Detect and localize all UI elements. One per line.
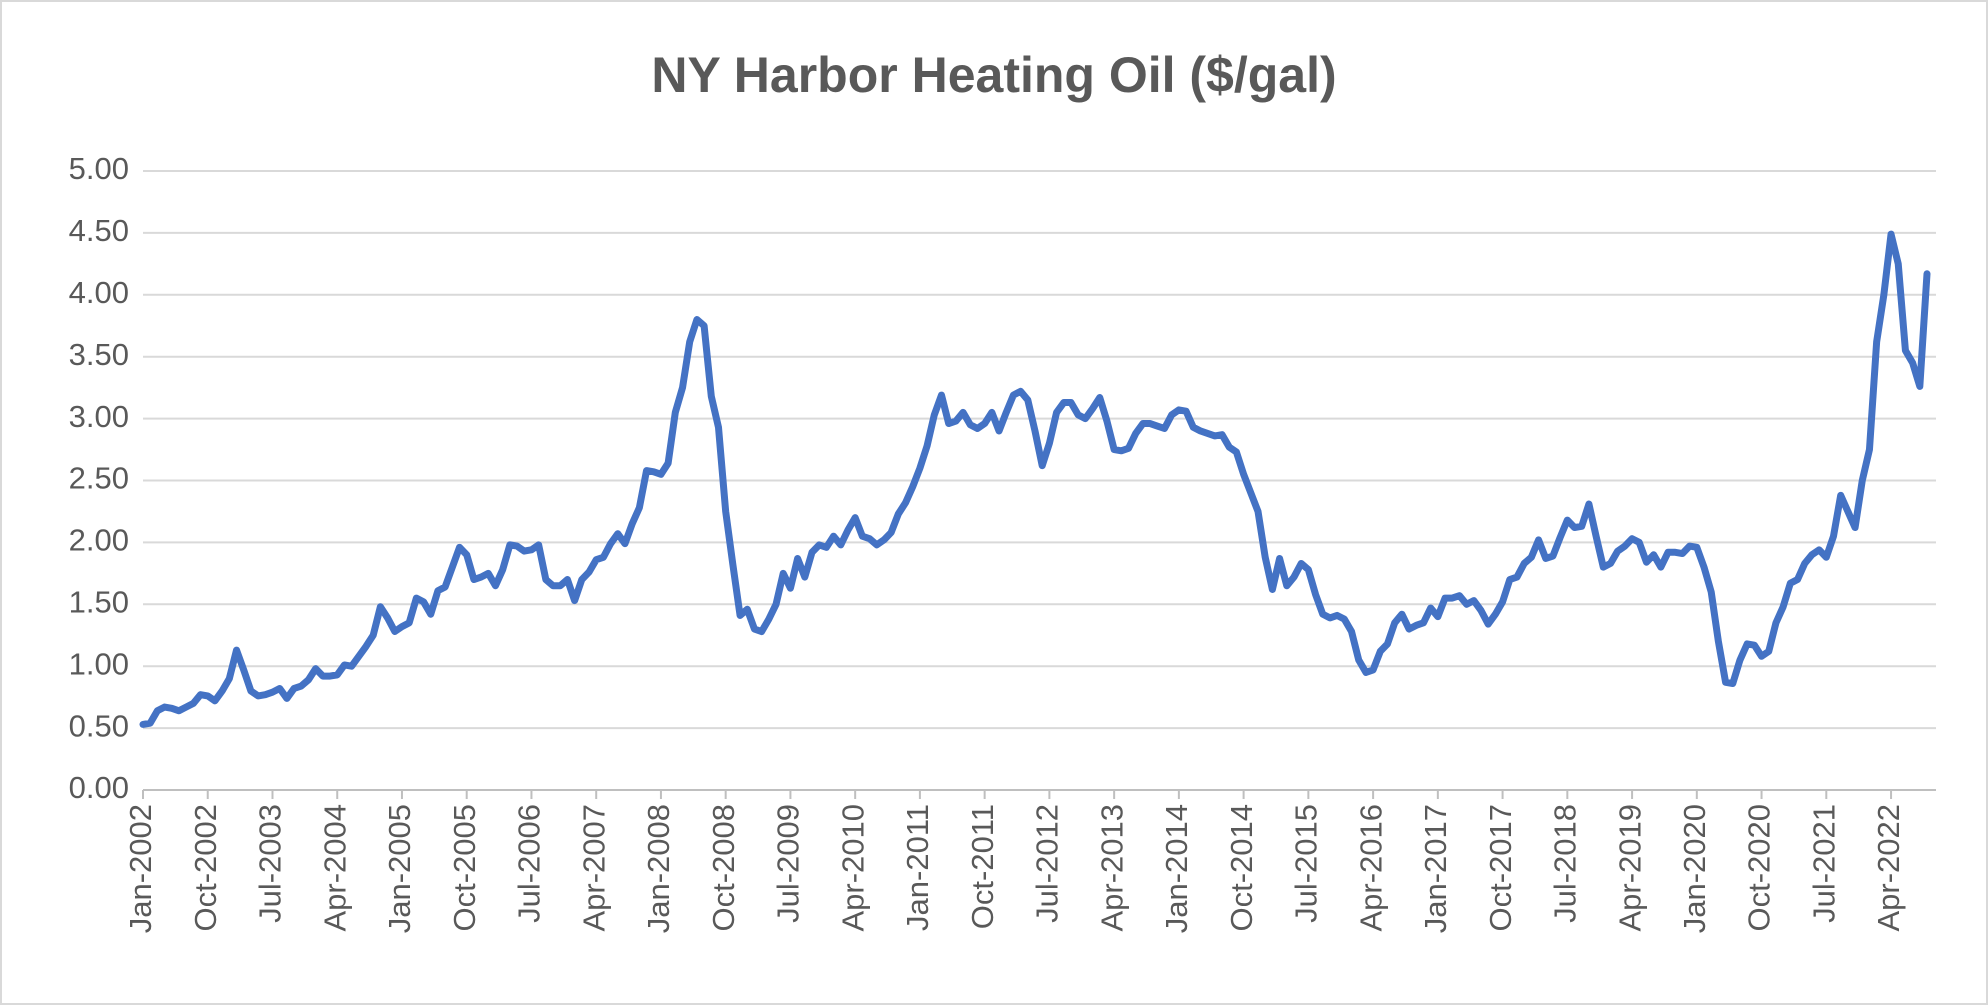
- x-tick-label: Apr-2007: [576, 804, 611, 932]
- x-tick-label: Jan-2014: [1159, 804, 1194, 933]
- x-tick-label: Jan-2005: [382, 804, 417, 933]
- x-tick-label: Jul-2018: [1548, 804, 1583, 923]
- x-tick-label: Jan-2002: [123, 804, 158, 933]
- x-tick-label: Jul-2012: [1030, 804, 1065, 923]
- x-tick-label: Apr-2010: [835, 804, 870, 932]
- x-tick-label: Oct-2011: [965, 804, 1000, 929]
- y-tick-label: 0.50: [69, 708, 129, 743]
- x-tick-label: Jul-2009: [771, 804, 806, 923]
- y-tick-label: 1.00: [69, 646, 129, 681]
- x-tick-label: Oct-2014: [1224, 804, 1259, 932]
- line-series: [139, 230, 1931, 728]
- x-tick-label: Jul-2003: [253, 804, 288, 923]
- chart-title: NY Harbor Heating Oil ($/gal): [651, 47, 1336, 103]
- y-tick-label: 4.00: [69, 275, 129, 310]
- x-tick-label: Apr-2022: [1871, 804, 1906, 932]
- x-tick-label: Jan-2020: [1677, 804, 1712, 933]
- y-tick-label: 5.00: [69, 151, 129, 186]
- y-tick-label: 0.00: [69, 770, 129, 805]
- x-tick-label: Oct-2017: [1483, 804, 1518, 932]
- y-tick-label: 4.50: [69, 213, 129, 248]
- x-tick-label: Apr-2016: [1353, 804, 1388, 932]
- y-tick-label: 2.00: [69, 523, 129, 558]
- x-tick-label: Oct-2005: [447, 804, 482, 932]
- y-tick-label: 3.50: [69, 337, 129, 372]
- x-tick-label: Apr-2004: [317, 804, 352, 932]
- x-tick-label: Apr-2019: [1612, 804, 1647, 932]
- x-tick-label: Oct-2008: [706, 804, 741, 932]
- x-tick-label: Jan-2011: [900, 804, 935, 931]
- x-tick-label: Jan-2017: [1418, 804, 1453, 933]
- x-tick-label: Apr-2013: [1094, 804, 1129, 932]
- x-tick-label: Jul-2015: [1289, 804, 1324, 923]
- x-tick-label: Oct-2020: [1742, 804, 1777, 932]
- y-tick-label: 3.00: [69, 399, 129, 434]
- x-tick-label: Oct-2002: [188, 804, 223, 932]
- y-tick-label: 1.50: [69, 584, 129, 619]
- x-tick-label: Jul-2006: [512, 804, 547, 923]
- x-tick-label: Jan-2008: [641, 804, 676, 933]
- x-tick-label: Jul-2021: [1806, 804, 1841, 923]
- y-tick-label: 2.50: [69, 461, 129, 496]
